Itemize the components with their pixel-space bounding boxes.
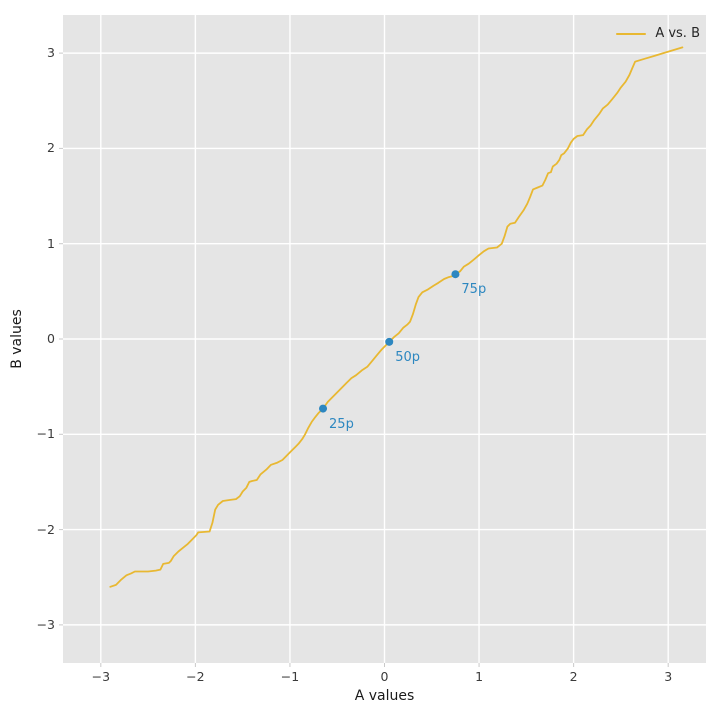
x-tick-label--3: −3 xyxy=(91,669,111,684)
x-tick-label--1: −1 xyxy=(280,669,300,684)
percentile-annotation-75p: 75p xyxy=(461,282,487,298)
y-tick-label-3: 3 xyxy=(47,45,55,61)
x-tick-label-0: 0 xyxy=(380,669,389,684)
y-tick-label--1: −1 xyxy=(36,426,55,442)
x-axis-label: A values xyxy=(354,688,415,704)
qq-line xyxy=(109,46,684,588)
percentile-annotation-25p: 25p xyxy=(329,416,354,432)
percentile-annotation-50p: 50p xyxy=(395,349,421,365)
y-tick-label--3: −3 xyxy=(36,616,55,632)
y-axis-label: B values xyxy=(9,309,25,369)
percentile-marker-25p xyxy=(319,404,328,413)
y-tick-label-1: 1 xyxy=(47,235,55,251)
y-tick-label-0: 0 xyxy=(47,331,55,346)
percentile-marker-50p xyxy=(385,337,394,346)
percentile-marker-75p xyxy=(451,270,460,279)
y-tick-label--2: −2 xyxy=(36,521,55,537)
x-tick-label-3: 3 xyxy=(664,669,673,684)
gridlines xyxy=(63,15,706,663)
legend-line-swatch xyxy=(616,32,647,35)
x-tick-label-1: 1 xyxy=(475,669,484,684)
legend-label: A vs. B xyxy=(655,26,700,41)
x-tick-label-2: 2 xyxy=(569,669,578,684)
legend: A vs. B xyxy=(616,26,700,41)
tick-marks xyxy=(59,52,669,667)
x-tick-label--2: −2 xyxy=(186,669,205,684)
percentile-markers xyxy=(319,270,460,413)
y-tick-label-2: 2 xyxy=(47,140,55,156)
